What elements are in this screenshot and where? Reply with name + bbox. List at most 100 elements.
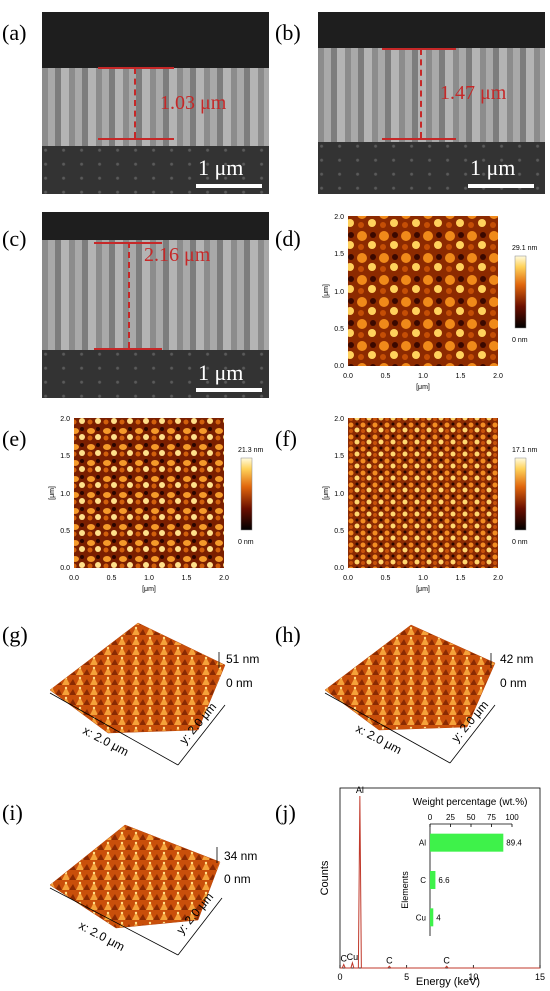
zmax-label-i: 34 nm: [224, 849, 257, 863]
afm-map-e: 0.0 0.5 1.0 1.5 2.0 0.0 0.5 1.0 1.5 2.0 …: [49, 416, 263, 593]
zmin-label-h: 0 nm: [500, 676, 527, 690]
panel-label-e: (e): [2, 426, 27, 451]
scale-bar-c: [196, 388, 262, 392]
colorbar-min-f: 0 nm: [512, 539, 528, 546]
x-axis-label-d: [μm]: [416, 384, 430, 391]
y-tick-d-4: 2.0: [334, 214, 344, 221]
panel-label-d: (d): [275, 226, 301, 251]
inset-value-cu: 4: [436, 913, 441, 922]
x-tick-d-1: 0.5: [381, 373, 391, 380]
eds-peak-label-0: C: [340, 954, 347, 964]
y-tick-e-4: 2.0: [60, 416, 70, 423]
y-tick-f-0: 0.0: [334, 565, 344, 572]
colorbar-f: [514, 457, 527, 531]
afm-map-f: 0.0 0.5 1.0 1.5 2.0 0.0 0.5 1.0 1.5 2.0 …: [323, 416, 537, 593]
eds-spectrum-line: [340, 795, 540, 969]
surface-3d-i: [49, 824, 221, 929]
y-axis-label-d: [μm]: [323, 284, 330, 298]
eds-xtick-1: 5: [404, 972, 409, 982]
y-tick-d-3: 1.5: [334, 251, 344, 258]
inset-category-al: Al: [419, 839, 426, 848]
inset-xtick-1: 25: [446, 813, 455, 822]
scale-label-b: 1 μm: [470, 155, 516, 180]
y-tick-e-1: 0.5: [60, 528, 70, 535]
inset-xtick-2: 50: [467, 813, 476, 822]
y-tick-d-0: 0.0: [334, 363, 344, 370]
afm-image-f: [348, 418, 498, 568]
y-tick-e-2: 1.0: [60, 491, 70, 498]
zmax-label-g: 51 nm: [226, 652, 259, 666]
colorbar-min-d: 0 nm: [512, 337, 528, 344]
inset-title: Weight percentage (wt.%): [413, 797, 528, 808]
afm-3d-g: 51 nm 0 nm x: 2.0 μm y: 2.0 μm: [49, 622, 259, 766]
x-tick-e-3: 1.5: [182, 575, 192, 582]
colorbar-max-f: 17.1 nm: [512, 447, 537, 454]
sem-image-a: 1.03 μm 1 μm: [42, 12, 269, 194]
y-tick-f-3: 1.5: [334, 453, 344, 460]
surface-3d-h: [324, 624, 496, 731]
inset-xtick-3: 75: [487, 813, 496, 822]
eds-ylabel: Counts: [319, 860, 331, 895]
y-tick-f-4: 2.0: [334, 416, 344, 423]
x-tick-d-3: 1.5: [456, 373, 466, 380]
inset-value-c: 6.6: [438, 876, 450, 885]
y-tick-e-3: 1.5: [60, 453, 70, 460]
afm-image-d: [348, 216, 498, 366]
x-tick-d-2: 1.0: [418, 373, 428, 380]
panel-label-h: (h): [275, 622, 301, 647]
eds-xlabel: Energy (keV): [416, 976, 480, 988]
eds-chart: Energy (keV) Counts Weight percentage (w…: [319, 785, 545, 988]
x-tick-f-3: 1.5: [456, 575, 466, 582]
y-axis-label-e: [μm]: [49, 486, 56, 500]
afm-3d-h: 42 nm 0 nm x: 2.0 μm y: 2.0 μm: [324, 624, 533, 764]
panel-label-f: (f): [275, 426, 297, 451]
y-tick-f-2: 1.0: [334, 491, 344, 498]
colorbar-max-d: 29.1 nm: [512, 245, 537, 252]
inset-xtick-4: 100: [505, 813, 519, 822]
x-tick-f-2: 1.0: [418, 575, 428, 582]
panel-label-a: (a): [2, 20, 27, 45]
colorbar-max-e: 21.3 nm: [238, 447, 263, 454]
x-tick-f-1: 0.5: [381, 575, 391, 582]
panel-label-g: (g): [2, 622, 28, 647]
inset-ylabel: Elements: [400, 871, 410, 909]
afm-3d-i: 34 nm 0 nm x: 2.0 μm y: 2.0 μm: [49, 824, 257, 956]
panel-label-c: (c): [2, 226, 27, 251]
panel-label-i: (i): [2, 800, 23, 825]
eds-peak-label-3: C: [386, 955, 393, 965]
eds-peak-label-1: Cu: [347, 952, 359, 962]
zmax-label-h: 42 nm: [500, 652, 533, 666]
panel-label-j: (j): [275, 800, 296, 825]
inset-bar-al: [430, 833, 504, 852]
inset-value-al: 89.4: [506, 839, 522, 848]
y-tick-d-1: 0.5: [334, 326, 344, 333]
panel-label-b: (b): [275, 20, 301, 45]
inset-bar-cu: [430, 908, 434, 927]
x-tick-d-0: 0.0: [343, 373, 353, 380]
x-tick-f-4: 2.0: [493, 575, 503, 582]
inset-category-c: C: [420, 876, 426, 885]
sem-image-c: 2.16 μm 1 μm: [42, 212, 269, 398]
colorbar-e: [240, 457, 253, 531]
inset-category-cu: Cu: [416, 913, 426, 922]
scale-bar-b: [468, 184, 534, 188]
y-tick-e-0: 0.0: [60, 565, 70, 572]
x-tick-d-4: 2.0: [493, 373, 503, 380]
eds-xtick-2: 10: [468, 972, 478, 982]
x-tick-e-4: 2.0: [219, 575, 229, 582]
inset-xtick-0: 0: [428, 813, 433, 822]
thickness-label-b: 1.47 μm: [440, 82, 507, 104]
y-tick-f-1: 0.5: [334, 528, 344, 535]
scale-label-a: 1 μm: [198, 155, 244, 180]
y-axis-label-f: [μm]: [323, 486, 330, 500]
colorbar-d: [514, 255, 527, 329]
zmin-label-i: 0 nm: [224, 872, 251, 886]
eds-xtick-0: 0: [337, 972, 342, 982]
eds-peak-label-2: Al: [356, 785, 364, 795]
inset-bar-c: [430, 871, 436, 889]
x-tick-e-2: 1.0: [144, 575, 154, 582]
colorbar-min-e: 0 nm: [238, 539, 254, 546]
eds-peak-label-4: C: [443, 955, 450, 965]
thickness-label-c: 2.16 μm: [144, 244, 211, 266]
x-tick-f-0: 0.0: [343, 575, 353, 582]
